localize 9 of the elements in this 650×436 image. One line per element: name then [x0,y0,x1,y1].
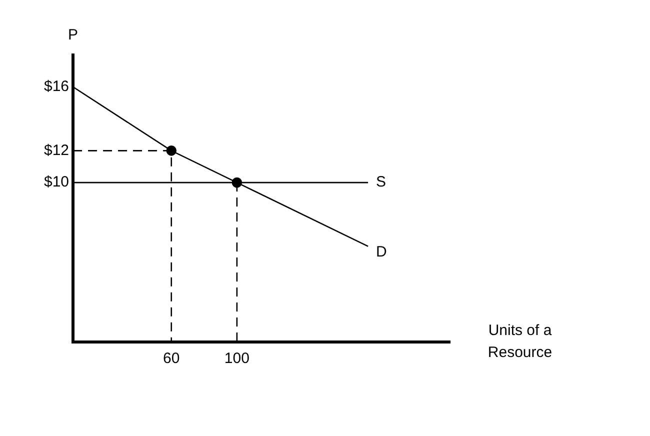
y-axis-title: P [68,26,78,44]
series-label: S [376,174,386,191]
series-label: D [376,243,388,260]
y-tick-label: $10 [44,174,70,191]
x-tick-label: 100 [224,350,250,368]
x-axis-title: Units of a Resource [488,322,552,362]
y-tick-label: $12 [44,142,70,159]
y-tick-label: $16 [44,78,70,96]
x-tick-label: 60 [163,350,180,368]
